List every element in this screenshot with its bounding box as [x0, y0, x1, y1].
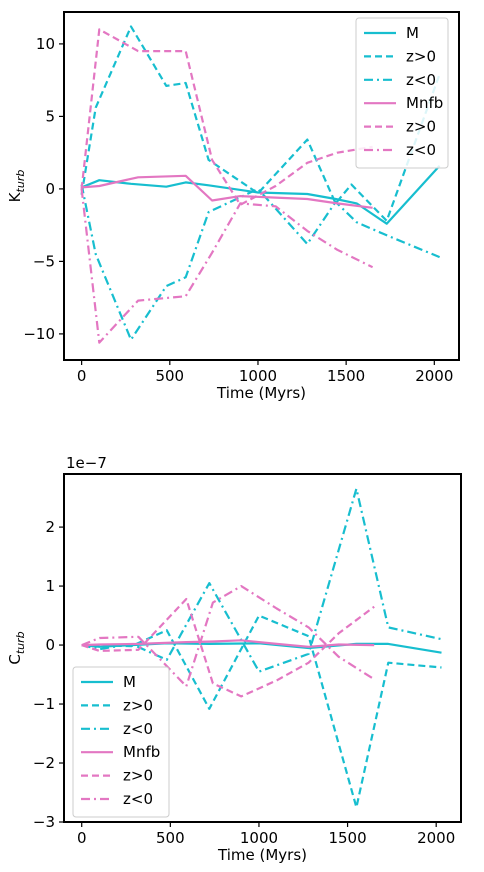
chart-2: 0 500 1000 1500 2000 −3 −2 −1 0 1 2 Time (Myrs) Ctur…: [6, 454, 462, 864]
x-tick-label: 2000: [415, 367, 453, 385]
plot-frame: [63, 473, 462, 823]
series-line-3: [80, 184, 441, 341]
series-line-5: [80, 28, 373, 206]
x-tick-label: 1500: [327, 367, 365, 385]
y-tick-label: 5: [45, 107, 55, 125]
y-tick-label: −2: [33, 754, 55, 772]
y-tick-label: 2: [45, 518, 55, 536]
y-tick-label: 0: [45, 636, 55, 654]
legend-label-1: M: [123, 673, 136, 691]
series-line-4: [81, 174, 373, 209]
series-line-4: [81, 639, 375, 648]
legend-label-2: z>0: [406, 47, 436, 65]
legend-label-3: z<0: [123, 720, 153, 738]
y-tick-label: −3: [33, 813, 55, 831]
y-tick-label: 0: [45, 180, 55, 198]
y-tick-label: 10: [36, 35, 55, 53]
legend: Mz>0 z<0 Mnfb z>0 z<0: [72, 666, 170, 818]
x-tick-label: 500: [156, 829, 185, 847]
legend-label-1: M: [406, 24, 419, 42]
legend-label-6: z<0: [406, 141, 436, 159]
y-tick-label: −10: [23, 325, 55, 343]
legend-label-5: z>0: [123, 767, 153, 785]
plot-frame: [63, 11, 460, 361]
x-tick-label: 500: [155, 367, 184, 385]
legend-label-5: z>0: [406, 118, 436, 136]
series-line-6: [80, 188, 374, 344]
series-group: [81, 487, 442, 809]
legend-label-2: z>0: [123, 696, 153, 714]
x-tick-label: 1000: [239, 367, 277, 385]
y-axis-label: Cturb: [6, 631, 27, 664]
x-axis-label: Time (Myrs): [216, 384, 306, 402]
x-tick-label: 1000: [240, 829, 278, 847]
offset-text: 1e−7: [66, 454, 107, 472]
x-tick-label: 2000: [417, 829, 455, 847]
legend: Mz>0 z<0 Mnfb z>0 z<0: [355, 17, 449, 169]
x-axis-label: Time (Myrs): [217, 846, 307, 864]
legend-label-6: z<0: [123, 790, 153, 808]
legend-box: [72, 666, 170, 818]
series-line-5: [81, 597, 375, 698]
legend-label-4: Mnfb: [406, 94, 443, 112]
legend-label-4: Mnfb: [123, 743, 160, 761]
series-line-3: [81, 487, 442, 673]
x-tick-label: 0: [77, 829, 87, 847]
x-tick-label: 1500: [328, 829, 366, 847]
chart-1: 0 500 1000 1500 2000 −10 −5 0 5 10 Time (Myrs) Ktur…: [6, 11, 460, 402]
legend-label-3: z<0: [406, 71, 436, 89]
y-tick-label: −5: [33, 252, 55, 270]
y-axis-label: Kturb: [6, 170, 27, 203]
series-group: [80, 25, 441, 344]
series-line-6: [81, 584, 375, 688]
y-tick-label: −1: [33, 695, 55, 713]
series-line-2: [81, 614, 442, 809]
y-tick-label: 1: [45, 577, 55, 595]
series-line-2: [80, 25, 441, 222]
x-tick-label: 0: [77, 367, 87, 385]
